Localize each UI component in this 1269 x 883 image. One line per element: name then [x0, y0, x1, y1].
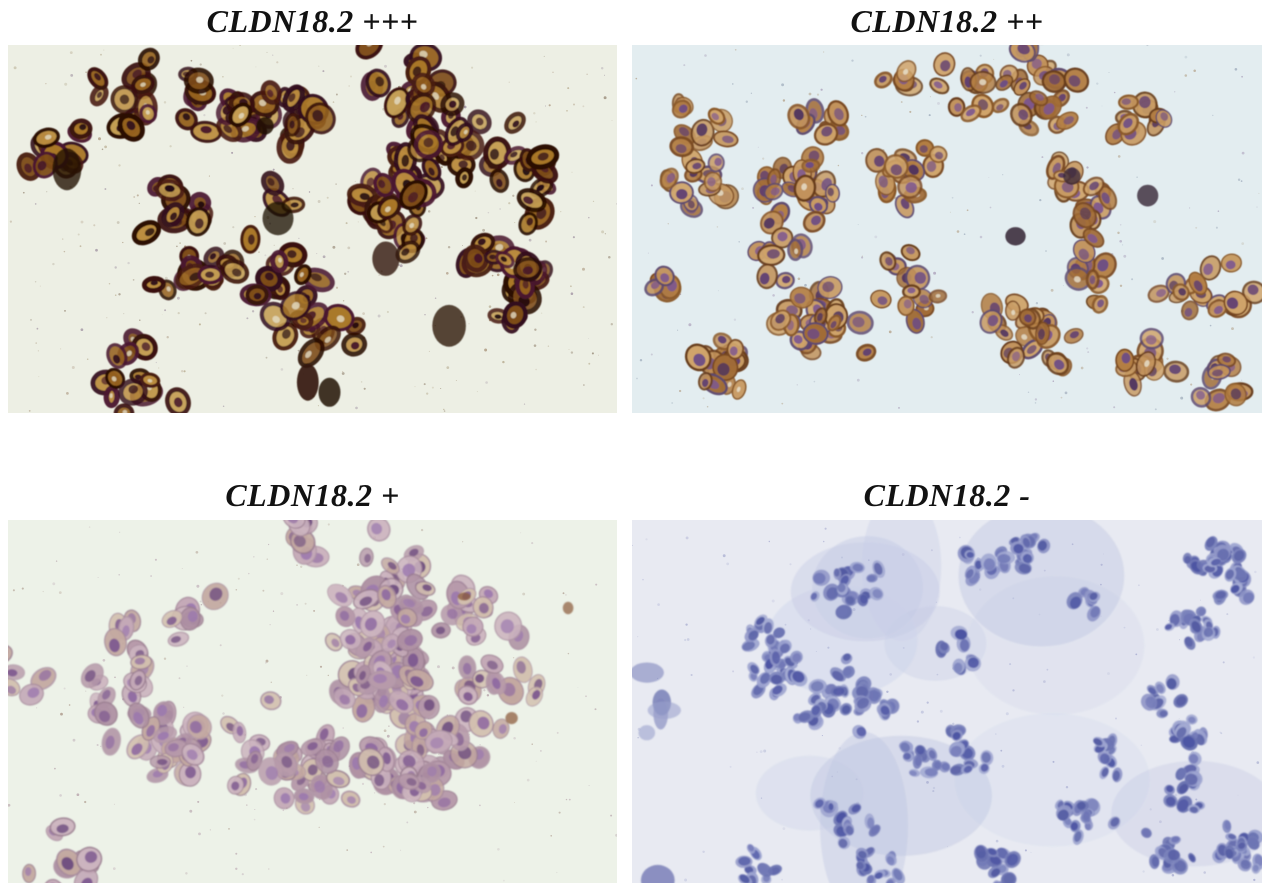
- panel-cldn18-moderate: CLDN18.2 ++: [632, 0, 1262, 413]
- panel-title-strong: CLDN18.2 +++: [206, 3, 419, 39]
- panel-title-weak: CLDN18.2 +: [225, 477, 400, 513]
- panel-title-negative: CLDN18.2 -: [863, 477, 1031, 513]
- micrograph-negative-staining: [632, 520, 1262, 883]
- micrograph-strong-staining: [8, 45, 617, 413]
- micrograph-image: [8, 520, 617, 883]
- panel-title-moderate: CLDN18.2 ++: [850, 3, 1044, 39]
- panel-cldn18-strong: CLDN18.2 +++: [8, 0, 617, 413]
- micrograph-moderate-staining: [632, 45, 1262, 413]
- micrograph-image: [632, 520, 1262, 883]
- micrograph-weak-staining: [8, 520, 617, 883]
- panel-cldn18-weak: CLDN18.2 +: [8, 462, 617, 883]
- panel-cldn18-negative: CLDN18.2 -: [632, 462, 1262, 883]
- micrograph-image: [8, 45, 617, 413]
- micrograph-image: [632, 45, 1262, 413]
